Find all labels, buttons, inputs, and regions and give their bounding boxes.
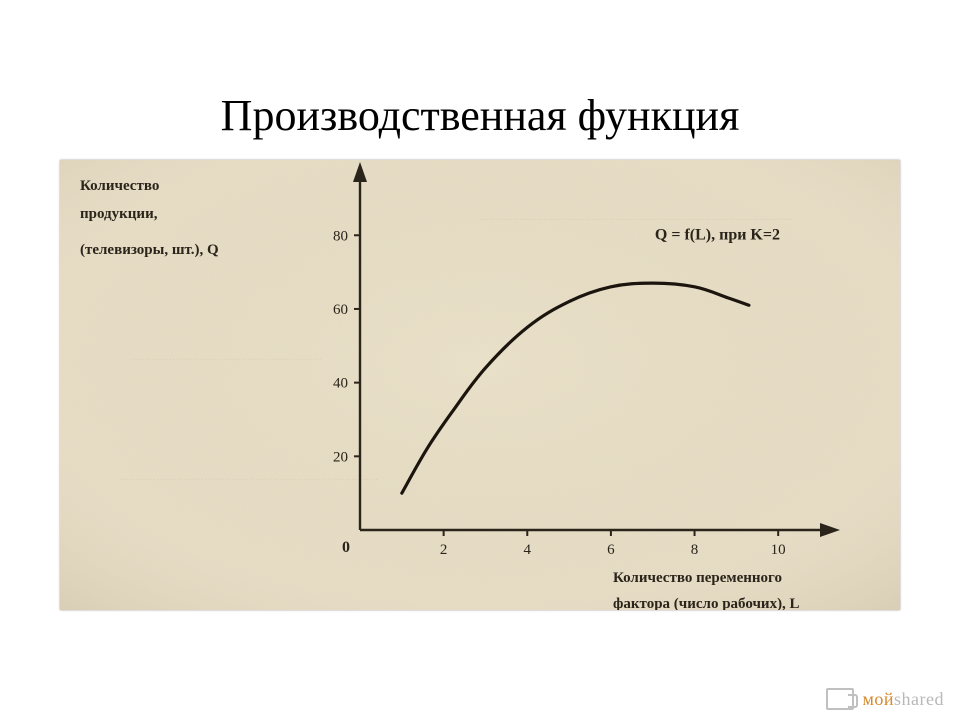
svg-text:фактора (число рабочих), L: фактора (число рабочих), L	[613, 596, 800, 610]
slide-title: Производственная функция	[0, 90, 960, 141]
svg-text:Количество: Количество	[80, 178, 159, 194]
watermark-left: мой	[862, 689, 894, 709]
chart-svg: 20 40 60 80 2 4 6 8 10 0 Количество продукции, (теле…	[60, 160, 900, 610]
watermark-right: shared	[894, 689, 944, 709]
production-function-chart: 20 40 60 80 2 4 6 8 10 0 Количество продукции, (теле…	[60, 160, 900, 610]
svg-text:4: 4	[524, 542, 532, 558]
svg-text:6: 6	[607, 542, 615, 558]
svg-text:8: 8	[691, 542, 699, 558]
svg-text:40: 40	[333, 376, 348, 392]
svg-text:..............................: ........................................…	[130, 349, 322, 363]
svg-text:Количество переменного: Количество переменного	[613, 570, 782, 586]
svg-text:20: 20	[333, 449, 348, 465]
svg-text:2: 2	[440, 542, 448, 558]
svg-text:0: 0	[342, 539, 350, 556]
svg-text:..............................: ........................................…	[120, 469, 378, 483]
svg-text:10: 10	[771, 542, 786, 558]
svg-text:..............................: ........................................…	[480, 209, 792, 223]
watermark: мойshared	[826, 688, 944, 710]
svg-text:продукции,: продукции,	[80, 206, 158, 222]
svg-text:60: 60	[333, 302, 348, 318]
slide: Производственная функция 20 40 60 80 2 4 6 8 10 0…	[0, 0, 960, 720]
svg-text:(телевизоры, шт.), Q: (телевизоры, шт.), Q	[80, 242, 219, 258]
svg-text:Q = f(L), при K=2: Q = f(L), при K=2	[655, 226, 780, 243]
svg-text:80: 80	[333, 228, 348, 244]
presentation-icon	[826, 688, 854, 710]
